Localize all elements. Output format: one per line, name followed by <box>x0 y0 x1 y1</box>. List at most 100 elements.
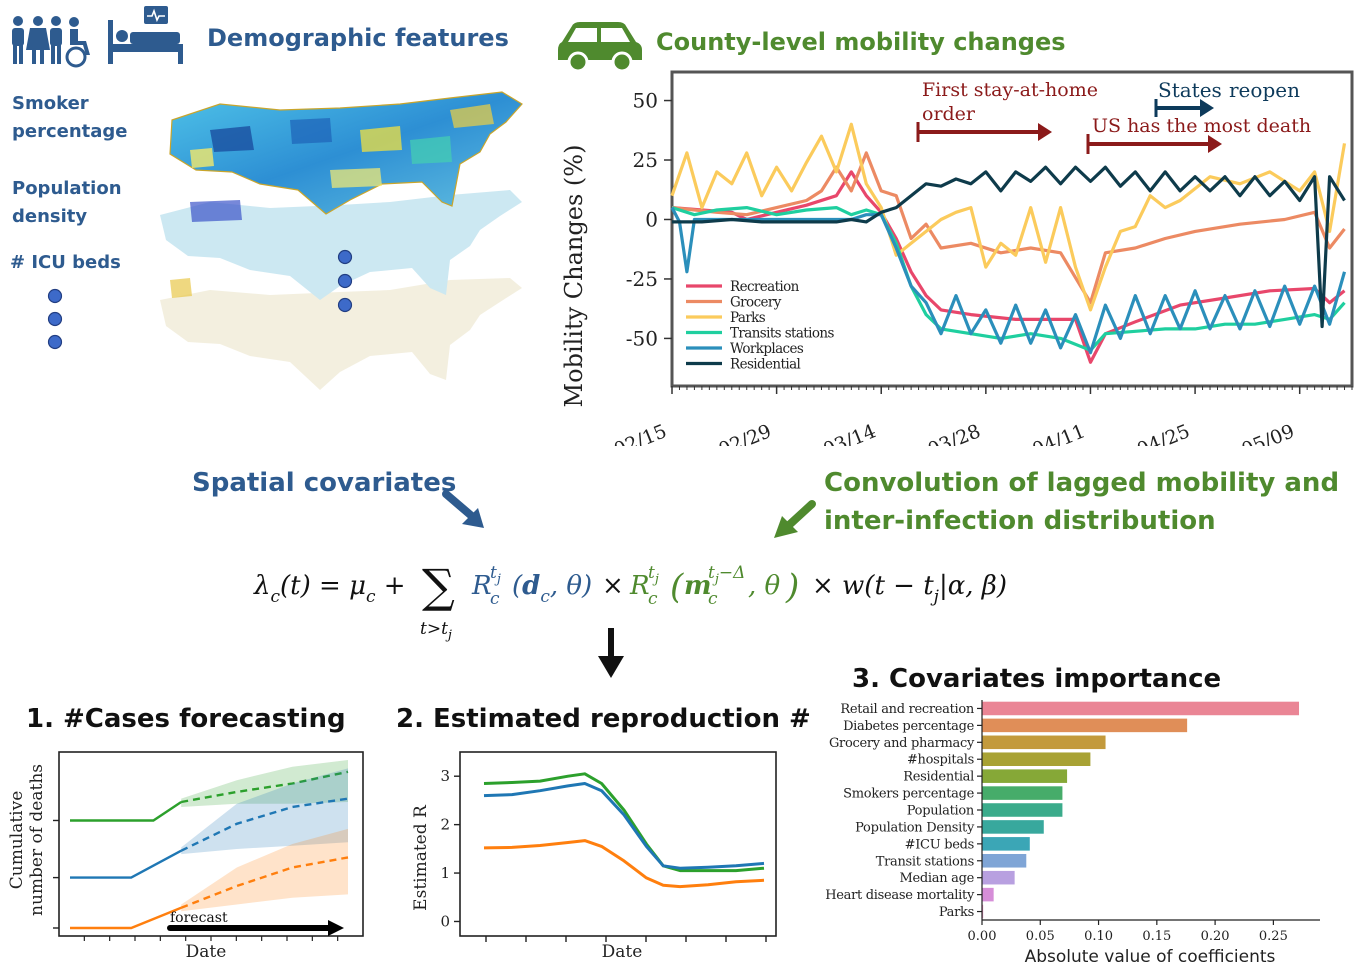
mobility-ytick-label: 25 <box>633 148 658 172</box>
forecast-history-2 <box>70 906 182 930</box>
svg-text:): ) <box>785 567 799 607</box>
svg-text:R: R <box>471 571 492 601</box>
arrow-down-left-icon <box>774 500 816 538</box>
mobility-title: County-level mobility changes <box>656 28 1066 56</box>
model-equation: λc(t) = μc + ∑ t>tj R c tj (dc, θ) × R c… <box>253 559 1007 643</box>
importance-xtick-label: 0.05 <box>1026 929 1055 944</box>
importance-xtick-label: 0.20 <box>1201 929 1230 944</box>
forecast-band-1 <box>181 768 348 855</box>
importance-label-population-density: Population Density <box>855 820 975 835</box>
importance-bar-retail-and-recreation <box>982 701 1300 716</box>
repro-axes: 0 1 2 3 <box>440 767 767 942</box>
forecast-history-0 <box>70 801 182 822</box>
legend-label-grocery: Grocery <box>730 295 782 311</box>
feature-icu: # ICU beds <box>10 252 121 273</box>
importance-bar-grocery-and-pharmacy <box>982 735 1106 750</box>
mobility-xtick-label: 04/25 <box>1134 420 1193 446</box>
mobility-ytick-label: 0 <box>645 207 658 231</box>
svg-text:c: c <box>648 589 658 609</box>
importance-bar-icu-beds <box>982 837 1030 851</box>
importance-bar-smokers-percentage <box>982 786 1063 800</box>
legend-label-parks: Parks <box>730 310 766 326</box>
importance-bars <box>982 701 1300 919</box>
importance-bar-diabetes-percentage <box>982 718 1188 733</box>
svg-text:λc(t) = μc +: λc(t) = μc + <box>253 571 406 607</box>
repro-chart: Estimated R 0 1 2 3 Date <box>411 751 777 962</box>
importance-bar-median-age <box>982 870 1015 885</box>
re-line-2 <box>483 839 765 889</box>
importance-label-grocery-and-pharmacy: Grocery and pharmacy <box>829 736 975 751</box>
svg-text:t>tj: t>tj <box>420 619 452 643</box>
mobility-xtick-label: 03/14 <box>820 420 879 446</box>
svg-text:tj−Δ: tj−Δ <box>708 563 745 587</box>
forecast-line-1 <box>180 797 349 852</box>
svg-text:R: R <box>629 571 650 601</box>
mobility-line-grocery <box>671 151 1346 305</box>
importance-bar-residential <box>982 769 1068 783</box>
importance-title: 3. Covariates importance <box>852 664 1222 694</box>
repro-ylabel: Estimated R <box>411 804 431 911</box>
importance-label-smokers-percentage: Smokers percentage <box>843 787 974 802</box>
feature-density: Population density <box>12 178 122 227</box>
arrow-down-icon <box>598 628 624 678</box>
importance-axes: Retail and recreation Diabetes percentage… <box>825 700 1320 944</box>
forecast-series <box>53 760 349 941</box>
annot-reopen: reopen <box>1229 78 1300 102</box>
svg-text:m: m <box>684 571 712 601</box>
forecast-chart: Cumulative number of deaths forecast Dat… <box>7 751 364 962</box>
importance-label-transit-stations: Transit stations <box>876 854 974 869</box>
importance-label-heart-disease-mortality: Heart disease mortality <box>825 888 975 903</box>
repro-series <box>483 772 765 889</box>
importance-xtick-label: 0.10 <box>1084 929 1113 944</box>
importance-bar-transit-stations <box>982 854 1027 868</box>
legend-label-recreation: Recreation <box>730 279 800 295</box>
mobility-line-residential <box>672 165 1346 329</box>
annot-first-stay: First stay-at-home <box>922 79 1098 101</box>
convolution-label-1: Convolution of lagged mobility and <box>824 468 1340 498</box>
mobility-series <box>670 122 1347 364</box>
mobility-ytick-label: 50 <box>633 89 658 113</box>
importance-xtick-label: 0.15 <box>1142 929 1171 944</box>
forecast-band-2 <box>181 828 348 912</box>
demographic-panel: Demographic features Smoker percentage P… <box>0 0 550 420</box>
importance-label-median-age: Median age <box>899 871 974 886</box>
mobility-frame <box>670 70 1354 388</box>
forecast-label: forecast <box>170 910 228 926</box>
mobility-xtick-label: 02/15 <box>611 420 670 446</box>
annot-order: order <box>922 103 976 125</box>
repro-title: 2. Estimated reproduction # <box>396 704 811 734</box>
importance-chart: Retail and recreation Diabetes percentage… <box>825 700 1320 967</box>
legend-label-workplaces: Workplaces <box>730 341 804 357</box>
feature-smoker: Smoker percentage <box>12 93 128 142</box>
svg-text:(dc, θ): (dc, θ) <box>512 571 592 607</box>
svg-text:∑: ∑ <box>422 559 455 613</box>
svg-text:(: ( <box>670 567 684 607</box>
importance-label-retail-and-recreation: Retail and recreation <box>840 702 975 717</box>
importance-label-diabetes-percentage: Diabetes percentage <box>843 719 975 734</box>
forecast-ylabel-2: number of deaths <box>27 764 47 916</box>
demographic-title: Demographic features <box>207 24 509 52</box>
forecast-ylabel: Cumulative <box>7 791 27 890</box>
annot-us-most: US has the most death <box>1092 115 1311 137</box>
mobility-xtick-label: 03/28 <box>925 420 984 446</box>
mobility-ytick-label: -50 <box>626 326 658 350</box>
legend-label-residential: Residential <box>730 357 801 373</box>
map-layer-middle <box>160 190 522 300</box>
svg-text:c: c <box>708 589 718 609</box>
svg-text:× w(t − tj|α, β): × w(t − tj|α, β) <box>812 571 1007 607</box>
car-icon <box>558 22 642 72</box>
importance-bar-hospitals <box>982 752 1091 766</box>
importance-bar-population <box>982 803 1063 817</box>
arrow-down-right-icon <box>442 490 484 528</box>
annot-states: States <box>1158 78 1222 102</box>
re-ytick-label: 0 <box>440 912 450 930</box>
dots-icon <box>47 288 63 350</box>
forecast-line-0 <box>180 770 349 804</box>
people-icon <box>12 16 90 68</box>
importance-bar-population-density <box>982 820 1044 834</box>
forecast-line-2 <box>180 856 349 909</box>
mobility-ytick-label: -25 <box>626 267 658 291</box>
svg-text:, θ: , θ <box>748 571 781 601</box>
importance-label-residential: Residential <box>903 770 974 785</box>
svg-text:×: × <box>602 571 624 601</box>
